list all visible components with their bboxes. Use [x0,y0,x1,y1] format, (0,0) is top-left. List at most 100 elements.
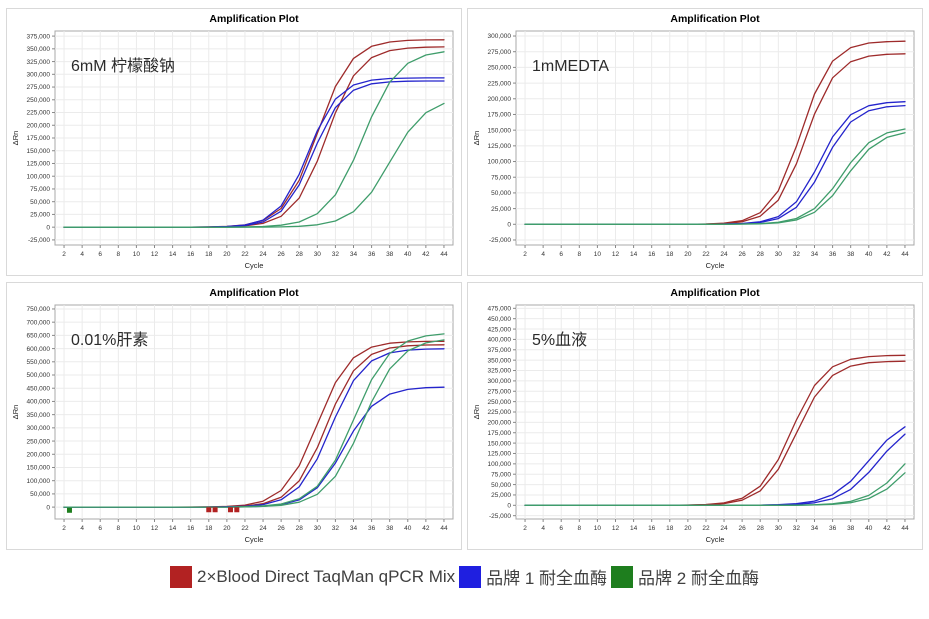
svg-text:25,000: 25,000 [491,206,511,213]
svg-text:38: 38 [847,525,855,532]
svg-text:2: 2 [62,251,66,258]
svg-text:36: 36 [368,525,376,532]
svg-text:32: 32 [332,251,340,258]
svg-text:18: 18 [205,525,213,532]
svg-text:24: 24 [720,251,728,258]
series-line-6 [524,132,906,225]
x-axis-label: Cycle [706,261,725,270]
svg-text:14: 14 [169,525,177,532]
svg-text:300,000: 300,000 [488,378,512,385]
svg-text:28: 28 [296,525,304,532]
svg-text:200,000: 200,000 [488,420,512,427]
plot-area [54,304,454,520]
svg-text:26: 26 [278,251,286,258]
svg-text:40: 40 [865,525,873,532]
svg-text:100,000: 100,000 [27,478,51,485]
svg-text:400,000: 400,000 [488,337,512,344]
svg-text:100,000: 100,000 [488,461,512,468]
svg-text:12: 12 [612,525,620,532]
svg-text:275,000: 275,000 [27,84,51,91]
legend-item-qpcr-mix: 2×Blood Direct TaqMan qPCR Mix [170,565,455,588]
svg-text:400,000: 400,000 [27,399,51,406]
x-tick-labels: 2 4 6 8 10 12 14 16 18 20 22 24 26 28 30 32 34 36 38 40 42 44 [62,251,448,258]
gridlines [516,305,914,519]
svg-text:125,000: 125,000 [488,143,512,150]
svg-text:40: 40 [404,525,412,532]
svg-text:300,000: 300,000 [488,33,512,40]
svg-text:550,000: 550,000 [27,359,51,366]
svg-text:-25,000: -25,000 [489,513,511,520]
svg-text:650,000: 650,000 [27,333,51,340]
svg-text:750,000: 750,000 [27,306,51,313]
svg-text:20: 20 [223,525,231,532]
y-axis-label: ΔRn [472,131,481,146]
svg-text:38: 38 [386,525,394,532]
svg-text:14: 14 [630,251,638,258]
svg-text:375,000: 375,000 [27,33,51,40]
baseline-marker [227,507,233,513]
baseline-marker [234,507,240,513]
svg-text:50,000: 50,000 [30,491,50,498]
svg-text:22: 22 [241,251,249,258]
svg-text:38: 38 [386,251,394,258]
gridlines [55,31,453,245]
svg-text:250,000: 250,000 [27,438,51,445]
svg-text:6: 6 [98,525,102,532]
svg-text:350,000: 350,000 [27,46,51,53]
series-line-6 [524,472,906,506]
svg-text:0: 0 [507,221,511,228]
svg-text:300,000: 300,000 [27,425,51,432]
y-axis-label: ΔRn [11,405,20,420]
series-line-6 [63,339,445,508]
x-axis-label: Cycle [245,261,264,270]
svg-text:325,000: 325,000 [488,368,512,375]
svg-text:200,000: 200,000 [27,122,51,129]
amplification-plot-svg: 2 4 6 8 10 12 14 16 18 20 22 24 26 28 30 32 34 36 38 40 42 44… [472,287,915,544]
condition-label: 6mM 柠檬酸钠 [71,57,175,75]
svg-text:42: 42 [883,251,891,258]
svg-text:22: 22 [702,251,710,258]
svg-text:18: 18 [666,251,674,258]
svg-text:225,000: 225,000 [488,409,512,416]
svg-text:24: 24 [720,525,728,532]
legend-label: 品牌 2 耐全血酶 [638,569,759,588]
svg-text:175,000: 175,000 [488,112,512,119]
y-axis-label: ΔRn [11,131,20,146]
chart-title: Amplification Plot [209,13,299,25]
svg-text:350,000: 350,000 [488,357,512,364]
legend-swatch-3 [611,565,634,588]
svg-text:325,000: 325,000 [27,59,51,66]
svg-text:10: 10 [594,251,602,258]
svg-text:175,000: 175,000 [488,430,512,437]
svg-text:42: 42 [422,525,430,532]
svg-text:250,000: 250,000 [488,399,512,406]
svg-text:38: 38 [847,251,855,258]
svg-text:700,000: 700,000 [27,319,51,326]
baseline-marker [66,507,72,513]
legend: 2×Blood Direct TaqMan qPCR Mix 品牌 1 耐全血酶 品… [6,564,923,589]
svg-text:4: 4 [80,525,84,532]
svg-text:30: 30 [314,525,322,532]
svg-text:12: 12 [151,525,159,532]
svg-text:16: 16 [648,525,656,532]
svg-text:22: 22 [702,525,710,532]
plot-area [515,30,915,246]
svg-text:500,000: 500,000 [27,372,51,379]
svg-text:150,000: 150,000 [27,465,51,472]
svg-text:50,000: 50,000 [491,482,511,489]
svg-text:100,000: 100,000 [488,159,512,166]
svg-text:4: 4 [541,251,545,258]
svg-text:34: 34 [350,525,358,532]
svg-text:14: 14 [630,525,638,532]
svg-text:14: 14 [169,251,177,258]
svg-text:4: 4 [80,251,84,258]
svg-text:44: 44 [440,525,448,532]
svg-text:8: 8 [578,525,582,532]
svg-text:18: 18 [666,525,674,532]
svg-text:44: 44 [901,251,909,258]
svg-text:12: 12 [151,251,159,258]
svg-text:6: 6 [559,525,563,532]
svg-text:26: 26 [739,525,747,532]
svg-text:26: 26 [739,251,747,258]
